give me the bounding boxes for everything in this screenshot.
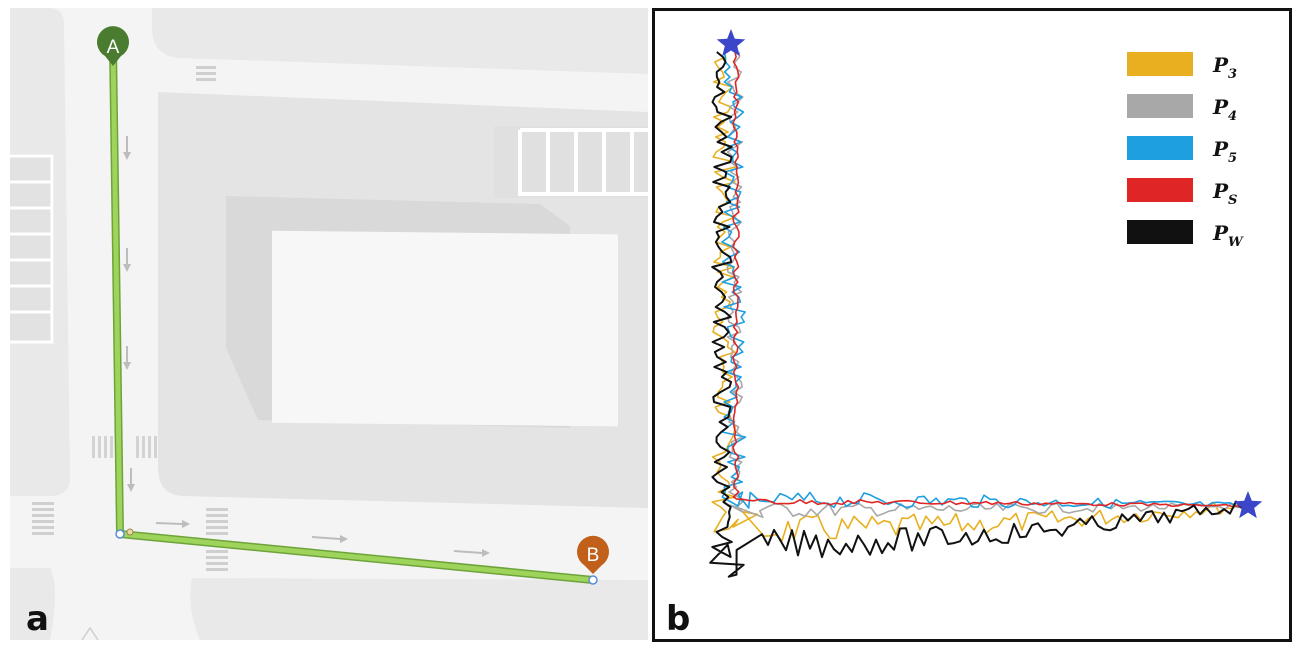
marker-b-label: B: [587, 545, 600, 566]
trajectory-lines: [709, 51, 1243, 578]
legend: P3 P4 P5 PS PW: [1127, 52, 1244, 250]
map-panel: A B: [10, 8, 648, 640]
legend-label-p-4: P4: [1212, 95, 1237, 124]
start-marker[interactable]: A: [97, 26, 129, 66]
trajectory-p-w: [709, 51, 1243, 578]
crosswalk-top: [196, 66, 216, 81]
legend-swatch-p-4: [1127, 94, 1193, 118]
crosswalk-left: [32, 502, 54, 535]
legend-label-p-3: P3: [1212, 53, 1237, 82]
turn-waypoint: [126, 528, 134, 536]
start-star-icon: [716, 29, 746, 57]
turn-waypoint: [115, 529, 125, 539]
crosswalk-bottom: [206, 508, 228, 571]
end-star-icon: [1233, 491, 1263, 519]
crosswalk-middle: [92, 436, 157, 458]
legend-swatch-p-s: [1127, 178, 1193, 202]
building-block-bottom: [190, 578, 648, 640]
trajectory-panel: P3 P4 P5 PS PW: [652, 8, 1292, 642]
building-block-bottom-left: [10, 568, 55, 640]
legend-label-p-s: PS: [1212, 179, 1237, 208]
parking-slots-left: [10, 154, 54, 344]
legend-label-p-5: P5: [1212, 137, 1237, 166]
legend-swatch-p-5: [1127, 136, 1193, 160]
panel-label-a: a: [26, 599, 49, 639]
legend-swatch-p-3: [1127, 52, 1193, 76]
parking-slots-top: [494, 126, 648, 198]
map-corner-mark: [81, 626, 99, 640]
building-block-top: [152, 8, 648, 74]
trajectory-p-s: [732, 51, 1243, 509]
legend-label-p-w: PW: [1212, 221, 1244, 250]
legend-swatch-p-w: [1127, 220, 1193, 244]
marker-a-label: A: [107, 37, 120, 58]
end-waypoint: [588, 575, 598, 585]
trajectory-frame: [652, 8, 1292, 642]
direction-arrows: [123, 136, 490, 557]
building-roof: [272, 230, 618, 427]
end-marker[interactable]: B: [577, 535, 609, 574]
marker-b-pin: [577, 535, 609, 574]
panel-label-b: b: [666, 599, 691, 639]
marker-a-pin: [97, 26, 129, 66]
